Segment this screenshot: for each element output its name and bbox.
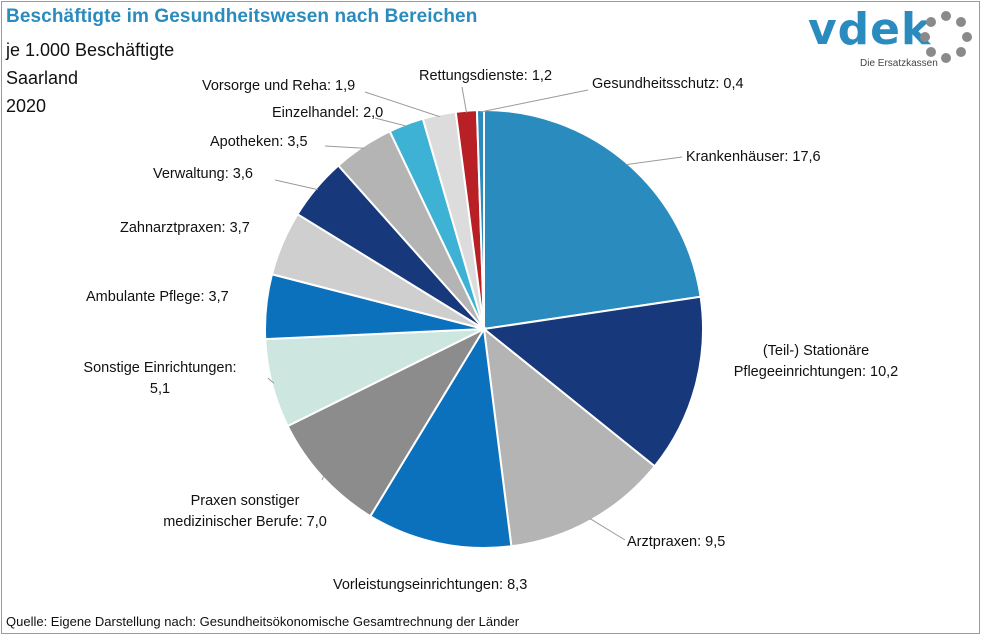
source-note: Quelle: Eigene Darstellung nach: Gesundh…: [6, 614, 520, 629]
slice-label: Arztpraxen: 9,5: [627, 534, 725, 550]
slice-label: Einzelhandel: 2,0: [272, 105, 383, 121]
logo-wordmark: vdek: [808, 4, 932, 55]
chart-subtitle-line: je 1.000 Beschäftigte: [6, 40, 175, 60]
slice-label: Ambulante Pflege: 3,7: [86, 289, 229, 305]
slice-label: (Teil-) Stationäre Pflegeeinrichtungen: 1…: [734, 343, 898, 380]
pie-slice: [286, 326, 487, 518]
pie-slice: [475, 108, 485, 330]
slice-label: Zahnarztpraxen: 3,7: [120, 220, 250, 236]
logo-tagline: Die Ersatzkassen: [860, 58, 938, 69]
pie-slice: [481, 295, 704, 468]
slice-label: Krankenhäuser: 17,6: [686, 149, 821, 165]
leader-line: [461, 86, 467, 113]
chart-subtitle-line: 2020: [6, 96, 47, 116]
leader-line: [589, 517, 626, 541]
slice-label: Vorsorge und Reha: 1,9: [202, 78, 355, 94]
slice-label: Gesundheitsschutz: 0,4: [592, 76, 744, 92]
slice-label: Vorleistungseinrichtungen: 8,3: [333, 577, 527, 593]
slice-label: Sonstige Einrichtungen: 5,1: [83, 360, 236, 397]
chart-title: Beschäftigte im Gesundheitswesen nach Be…: [6, 6, 478, 27]
leader-line: [480, 89, 589, 113]
leader-line: [625, 156, 683, 166]
chart-subtitle-line: Saarland: [6, 68, 79, 88]
leader-line: [364, 91, 440, 118]
pie-slice: [368, 326, 513, 549]
vdek-logo: vdek Die Ersatzkassen: [808, 4, 978, 72]
slice-label: Praxen sonstiger medizinischer Berufe: 7,…: [163, 493, 327, 530]
slice-label: Apotheken: 3,5: [210, 134, 308, 150]
leader-line: [321, 475, 325, 481]
logo-dots-icon: [920, 11, 972, 63]
slice-label: Rettungsdienste: 1,2: [419, 68, 552, 84]
leader-line: [324, 145, 364, 149]
leader-line: [274, 179, 318, 191]
slice-label: Verwaltung: 3,6: [153, 166, 253, 182]
leader-line: [267, 377, 275, 384]
leader-line: [374, 117, 407, 127]
pie-slice: [483, 108, 702, 331]
pie-slice: [482, 326, 657, 548]
